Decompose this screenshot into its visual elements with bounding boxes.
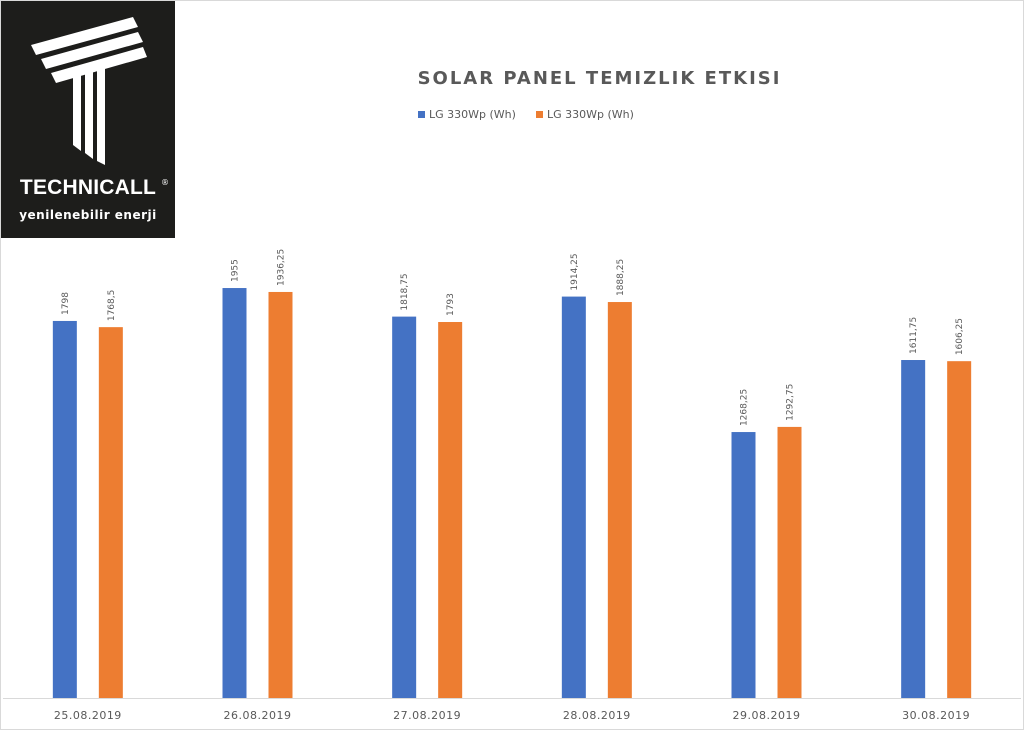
chart-title: SOLAR PANEL TEMIZLIK ETKISI — [417, 68, 782, 89]
data-label-1-28.08.2019: 1914,25 — [570, 253, 580, 290]
data-label-2-27.08.2019: 1793 — [446, 293, 456, 316]
data-label-1-26.08.2019: 1955 — [231, 259, 241, 282]
logo-name: TECHNICALL — [19, 176, 157, 199]
legend-item-series-1: LG 330Wp (Wh) — [418, 108, 516, 121]
data-label-2-30.08.2019: 1606,25 — [955, 318, 965, 355]
x-tick-label-27.08.2019: 27.08.2019 — [393, 709, 461, 722]
data-label-2-29.08.2019: 1292,75 — [786, 384, 796, 421]
bar-2-26.08.2019 — [268, 291, 293, 698]
x-tick-label-25.08.2019: 25.08.2019 — [54, 709, 122, 722]
chart-legend: LG 330Wp (Wh) LG 330Wp (Wh) — [418, 108, 654, 121]
legend-swatch-series-1 — [418, 111, 425, 118]
bar-1-26.08.2019 — [222, 288, 247, 698]
bar-2-28.08.2019 — [607, 302, 632, 698]
logo-registered-mark: ® — [161, 178, 169, 187]
data-label-1-30.08.2019: 1611,75 — [909, 317, 919, 354]
bar-1-25.08.2019 — [52, 320, 77, 698]
bar-2-30.08.2019 — [947, 361, 972, 698]
legend-swatch-series-2 — [535, 111, 543, 118]
data-label-1-25.08.2019: 1798 — [61, 292, 71, 315]
legend-label-series-2: LG 330Wp (Wh) — [546, 108, 634, 121]
bar-2-25.08.2019 — [98, 327, 123, 698]
data-label-1-27.08.2019: 1818,75 — [400, 273, 410, 310]
data-label-2-25.08.2019: 1768,5 — [107, 290, 117, 322]
technicall-logo: TECHNICALL ® yenilenebilir enerji — [1, 1, 175, 238]
bar-2-29.08.2019 — [777, 426, 802, 698]
x-tick-label-29.08.2019: 29.08.2019 — [733, 709, 801, 722]
x-tick-label-28.08.2019: 28.08.2019 — [563, 709, 631, 722]
bar-2-27.08.2019 — [438, 322, 463, 698]
technicall-t-mark-icon — [31, 17, 147, 165]
logo-tagline: yenilenebilir enerji — [19, 208, 157, 222]
legend-label-series-1: LG 330Wp (Wh) — [429, 108, 516, 121]
x-tick-label-30.08.2019: 30.08.2019 — [902, 709, 970, 722]
bar-1-28.08.2019 — [561, 296, 586, 698]
x-tick-label-26.08.2019: 26.08.2019 — [224, 709, 292, 722]
legend-item-series-2: LG 330Wp (Wh) — [535, 108, 634, 121]
bar-1-30.08.2019 — [901, 360, 926, 698]
bar-1-29.08.2019 — [731, 432, 756, 698]
data-label-2-28.08.2019: 1888,25 — [616, 259, 626, 296]
bar-1-27.08.2019 — [392, 316, 417, 698]
data-label-1-29.08.2019: 1268,25 — [740, 389, 750, 426]
data-label-2-26.08.2019: 1936,25 — [277, 249, 287, 286]
